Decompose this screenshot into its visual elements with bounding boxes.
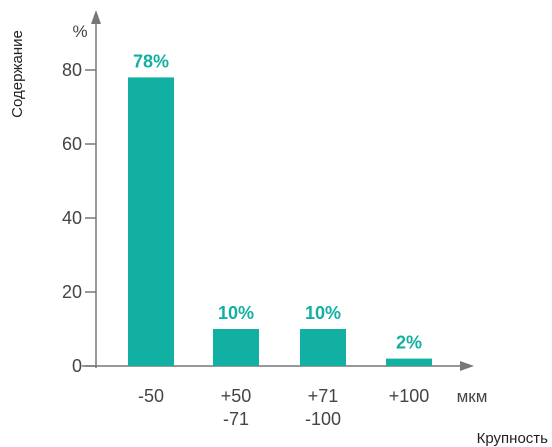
x-axis-arrow <box>460 361 474 371</box>
y-tick-label: 0 <box>72 356 82 376</box>
bar <box>300 329 346 366</box>
category-label: -71 <box>223 409 249 429</box>
bar-value-label: 10% <box>305 303 341 323</box>
category-labels: -50 +50 -71 +71 -100 +100 <box>138 386 429 429</box>
bar-value-label: 10% <box>218 303 254 323</box>
y-tick-label: 40 <box>62 208 82 228</box>
bar <box>386 358 432 366</box>
y-tick-label: 80 <box>62 60 82 80</box>
y-tick-label: 60 <box>62 134 82 154</box>
y-axis-title: Содержание <box>9 30 26 118</box>
category-label: -100 <box>305 409 341 429</box>
bar-value-label: 78% <box>133 51 169 71</box>
bar-value-label: 2% <box>396 333 422 353</box>
x-axis-unit: мкм <box>457 387 488 406</box>
category-label: +100 <box>389 386 430 406</box>
y-axis-unit: % <box>72 22 87 41</box>
category-label: -50 <box>138 386 164 406</box>
y-axis-arrow <box>91 10 101 24</box>
bars <box>128 77 432 367</box>
y-axis: Содержание % <box>9 10 101 368</box>
value-labels: 78% 10% 10% 2% <box>133 51 422 352</box>
bar <box>213 329 259 366</box>
category-label: +50 <box>221 386 252 406</box>
bar <box>128 77 174 367</box>
category-label: +71 <box>308 386 339 406</box>
x-axis-title: Крупность <box>477 430 549 447</box>
y-ticks: 0 20 40 60 80 <box>62 60 96 376</box>
y-tick-label: 20 <box>62 282 82 302</box>
